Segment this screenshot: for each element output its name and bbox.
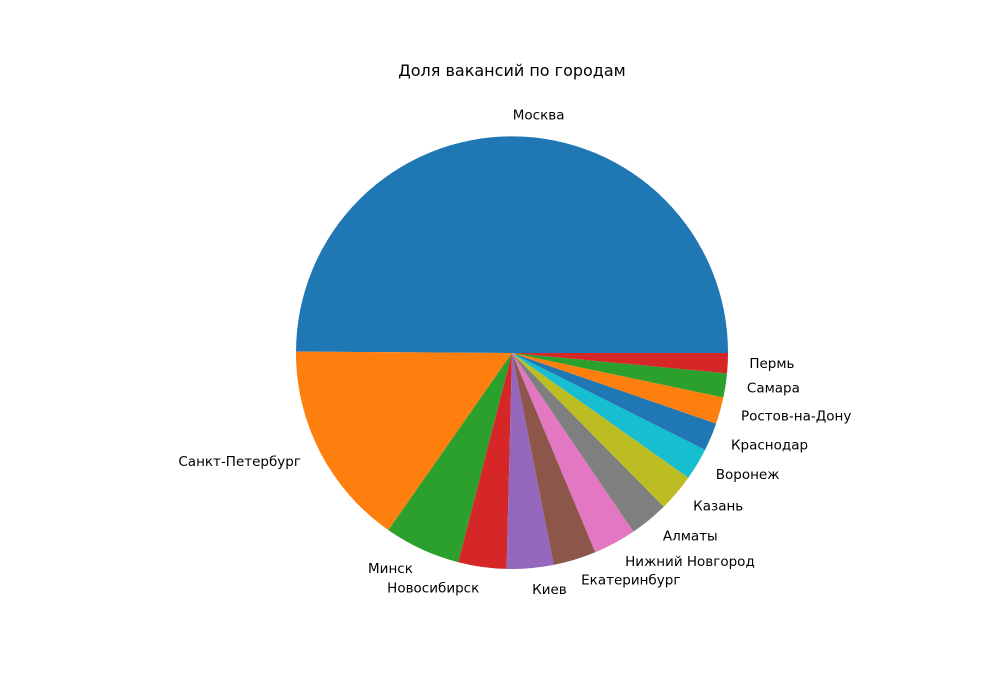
pie-slice-1 xyxy=(296,136,729,353)
chart-title: Доля вакансий по городам xyxy=(398,61,625,80)
slice-label-2: Санкт-Петербург xyxy=(178,454,301,470)
pie-slice-5 xyxy=(506,353,554,569)
pie-slice-8 xyxy=(512,353,664,532)
pie-slices xyxy=(295,136,729,569)
pie-slice-7 xyxy=(512,353,634,553)
slice-label-4: Новосибирск xyxy=(387,580,479,596)
pie-slice-12 xyxy=(512,353,724,424)
pie-slice-14 xyxy=(512,353,728,374)
slice-label-1: Москва xyxy=(513,107,565,123)
slice-label-13: Самара xyxy=(747,381,800,397)
slice-label-5: Киев xyxy=(532,582,567,598)
slice-label-3: Минск xyxy=(368,561,413,577)
pie-slice-9 xyxy=(512,353,689,507)
slice-label-10: Воронеж xyxy=(716,467,780,483)
slice-label-12: Ростов-на-Дону xyxy=(741,408,851,424)
pie-slice-4 xyxy=(458,353,512,569)
pie-slice-2 xyxy=(295,351,512,531)
slice-label-9: Казань xyxy=(693,499,743,515)
pie-slice-6 xyxy=(512,353,596,565)
slice-label-14: Пермь xyxy=(749,356,794,372)
pie-slice-3 xyxy=(388,353,512,563)
pie-labels: Москва Санкт-Петербург Минск Новосибирск Кие… xyxy=(178,107,851,597)
slice-label-7: Нижний Новгород xyxy=(625,554,755,570)
pie-slice-10 xyxy=(512,353,706,478)
slice-label-11: Краснодар xyxy=(731,437,808,453)
slice-label-8: Алматы xyxy=(663,529,718,545)
pie-slice-13 xyxy=(512,353,728,398)
slice-label-6: Екатеринбург xyxy=(581,572,680,588)
pie-slice-11 xyxy=(512,353,717,450)
